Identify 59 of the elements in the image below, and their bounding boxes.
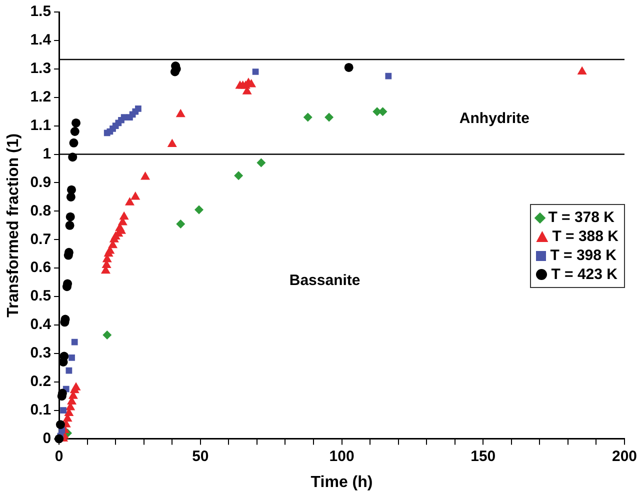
point: [256, 158, 266, 168]
point: [344, 62, 354, 72]
point: [60, 407, 66, 414]
x-tick-label: 0: [54, 448, 64, 465]
y-tick-label: 0.8: [30, 202, 52, 220]
legend-label: T = 423 K: [551, 265, 618, 284]
point: [70, 127, 80, 136]
point: [140, 172, 150, 180]
point: [324, 112, 334, 122]
y-tick-label: 1.1: [30, 116, 52, 134]
point: [68, 354, 75, 361]
point: [71, 338, 78, 346]
point: [385, 72, 392, 80]
point: [65, 220, 74, 230]
legend-label: T = 398 K: [550, 246, 616, 266]
y-tick-label: 1.2: [30, 88, 52, 106]
point: [72, 118, 81, 128]
point: [71, 382, 81, 390]
point: [135, 106, 142, 112]
point: [60, 352, 69, 361]
y-tick-label: 0: [42, 430, 52, 447]
y-tick-label: 0.1: [30, 401, 52, 418]
point: [176, 219, 186, 228]
y-tick-label: 0.2: [30, 373, 52, 390]
point: [176, 108, 186, 118]
y-tick-label: 0.9: [30, 174, 52, 191]
point: [102, 330, 112, 340]
y-tick-label: 0.6: [30, 259, 52, 276]
point: [130, 191, 140, 200]
x-tick-label: 50: [192, 448, 209, 465]
x-axis-title: Time (h): [310, 474, 373, 491]
annotation: Anhydrite: [459, 110, 530, 127]
x-tick-label: 200: [612, 448, 637, 465]
y-tick-label: 1.5: [30, 3, 52, 20]
legend-label: T = 378 K: [548, 208, 614, 228]
y-axis-title: Transformed fraction (1): [5, 133, 22, 318]
point: [167, 138, 177, 148]
point: [69, 138, 78, 148]
point: [66, 212, 75, 222]
y-tick-label: 0.5: [30, 288, 52, 305]
y-tick-label: 0.3: [30, 344, 52, 362]
point: [303, 112, 312, 122]
point: [252, 68, 259, 75]
point: [119, 211, 129, 220]
y-tick-label: 1.4: [30, 32, 52, 49]
point: [577, 66, 587, 74]
y-tick-label: 1.3: [30, 60, 52, 78]
y-tick-label: 1: [42, 145, 52, 162]
point: [124, 197, 134, 206]
point: [194, 205, 204, 214]
point: [234, 171, 244, 180]
x-tick-label: 100: [329, 448, 354, 465]
y-tick-label: 0.7: [30, 230, 52, 248]
x-tick-label: 150: [470, 448, 496, 465]
legend-label: T = 388 K: [552, 227, 618, 246]
point: [66, 185, 76, 194]
point: [56, 420, 65, 430]
annotation: Bassanite: [289, 272, 360, 290]
y-tick-label: 0.4: [30, 316, 52, 334]
